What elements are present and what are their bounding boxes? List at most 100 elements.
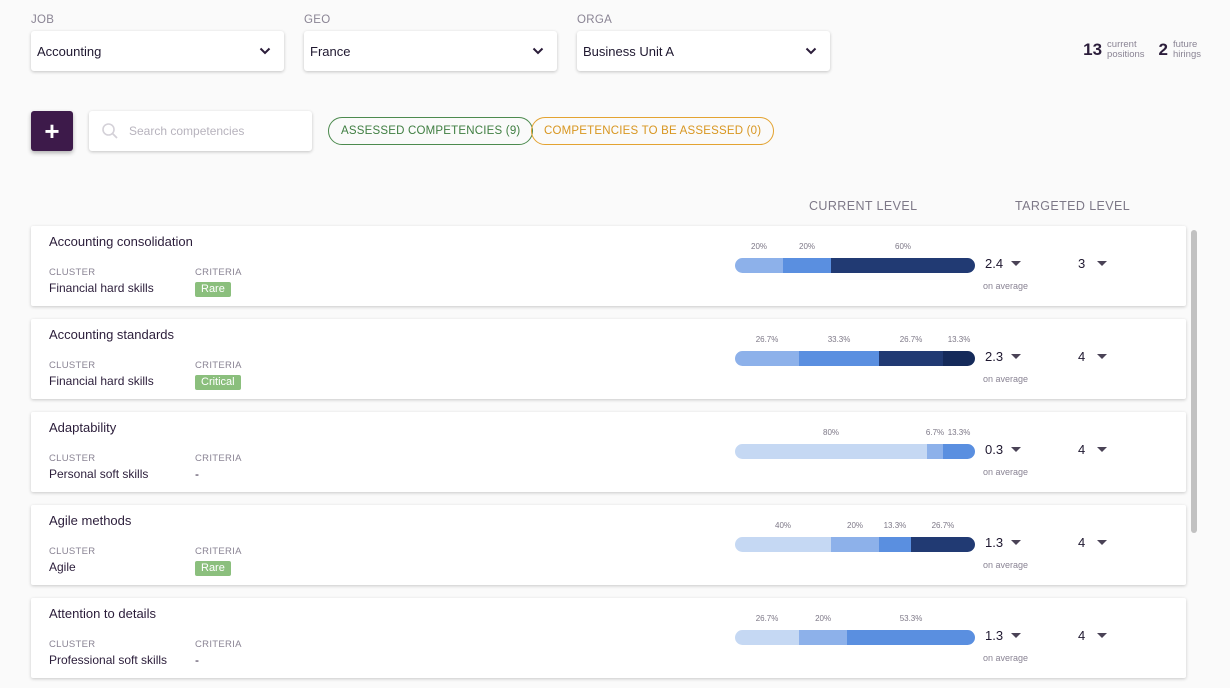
average-caption: on average [983, 653, 1029, 663]
chevron-down-icon [258, 44, 272, 58]
level-distribution-bar: 26.7% 20% 53.3% [735, 614, 975, 645]
segment-percent-label: 13.3% [947, 428, 971, 437]
segment-percent-label: 26.7% [755, 335, 779, 344]
criteria-label: CRITERIA [195, 639, 242, 650]
current-level-value: 0.3 [985, 442, 1004, 457]
criteria-value: - [195, 653, 199, 667]
targeted-level-select[interactable]: 4 [1078, 628, 1108, 643]
assessed-competencies-tab[interactable]: ASSESSED COMPETENCIES (9) [328, 117, 534, 145]
current-level-value: 1.3 [985, 628, 1004, 643]
cluster-label: CLUSTER [49, 546, 96, 557]
competency-row[interactable]: Attention to details CLUSTER Professional … [31, 598, 1186, 678]
competency-row[interactable]: Accounting consolidation CLUSTER Financial… [31, 226, 1186, 306]
criteria-badge: Critical [195, 375, 241, 390]
targeted-level-select[interactable]: 3 [1078, 256, 1108, 271]
geo-select[interactable]: France [304, 31, 557, 71]
geo-filter: GEO France [304, 14, 557, 71]
chevron-down-icon [804, 44, 818, 58]
targeted-level-value: 4 [1078, 628, 1086, 643]
cluster-label: CLUSTER [49, 267, 96, 278]
orga-select[interactable]: Business Unit A [577, 31, 830, 71]
level-distribution-bar: 40% 20% 13.3% 26.7% [735, 521, 975, 552]
job-select[interactable]: Accounting [31, 31, 284, 71]
bar-track [735, 258, 975, 273]
bar-segment [847, 630, 975, 645]
segment-percent-label: 40% [774, 521, 792, 530]
competency-row[interactable]: Agile methods CLUSTER Agile CRITERIA Rare 40%… [31, 505, 1186, 585]
to-be-assessed-tab[interactable]: COMPETENCIES TO BE ASSESSED (0) [531, 117, 775, 145]
targeted-level-value: 4 [1078, 535, 1086, 550]
bar-segment [831, 537, 879, 552]
bar-segment [878, 351, 944, 366]
geo-filter-label: GEO [304, 14, 331, 26]
caret-down-icon [1097, 261, 1108, 266]
current-level-select[interactable]: 0.3 [985, 442, 1022, 457]
search-box [89, 111, 312, 151]
current-level-select[interactable]: 2.3 [985, 349, 1022, 364]
cluster-value: Financial hard skills [49, 374, 154, 388]
bar-segment [943, 444, 975, 459]
targeted-level-heading: TARGETED LEVEL [1015, 199, 1131, 213]
average-caption: on average [983, 281, 1029, 291]
targeted-level-select[interactable]: 4 [1078, 442, 1108, 457]
cluster-label: CLUSTER [49, 453, 96, 464]
bar-segment [927, 444, 944, 459]
headcount-stats: 13 current positions 2 future hirings [1069, 40, 1201, 60]
current-positions-line2: positions [1107, 49, 1145, 60]
orga-filter-label: ORGA [577, 14, 613, 26]
current-positions-stat: 13 current positions [1083, 40, 1144, 60]
future-hirings-stat: 2 future hirings [1159, 40, 1201, 60]
current-positions-line1: current [1107, 39, 1137, 50]
segment-percent-label: 60% [894, 242, 912, 251]
bar-track [735, 537, 975, 552]
chevron-down-icon [531, 44, 545, 58]
future-hirings-line2: hirings [1173, 49, 1201, 60]
geo-select-value: France [310, 43, 351, 59]
average-caption: on average [983, 560, 1029, 570]
criteria-label: CRITERIA [195, 360, 242, 371]
criteria-label: CRITERIA [195, 546, 242, 557]
current-level-value: 2.3 [985, 349, 1004, 364]
competency-title: Attention to details [49, 606, 156, 621]
segment-percent-label: 26.7% [899, 335, 923, 344]
bar-segment [879, 537, 911, 552]
current-level-select[interactable]: 2.4 [985, 256, 1022, 271]
average-caption: on average [983, 467, 1029, 477]
caret-down-icon [1097, 354, 1108, 359]
average-caption: on average [983, 374, 1029, 384]
targeted-level-select[interactable]: 4 [1078, 349, 1108, 364]
criteria-label: CRITERIA [195, 453, 242, 464]
segment-percent-label: 20% [815, 614, 832, 623]
competency-row[interactable]: Accounting standards CLUSTER Financial har… [31, 319, 1186, 399]
scrollbar-thumb[interactable] [1191, 230, 1197, 533]
segment-percent-label: 53.3% [899, 614, 923, 623]
targeted-level-select[interactable]: 4 [1078, 535, 1108, 550]
competency-title: Agile methods [49, 513, 132, 528]
segment-percent-label: 6.7% [925, 428, 945, 437]
level-distribution-bar: 20% 20% 60% [735, 242, 975, 273]
job-filter-label: JOB [31, 14, 55, 26]
segment-percent-label: 13.3% [883, 521, 907, 530]
segment-percent-label: 80% [822, 428, 840, 437]
segment-percent-label: 20% [798, 242, 816, 251]
level-distribution-bar: 26.7% 33.3% 26.7% 13.3% [735, 335, 975, 366]
bar-track [735, 351, 975, 366]
bar-segment [783, 258, 831, 273]
targeted-level-value: 3 [1078, 256, 1086, 271]
current-level-select[interactable]: 1.3 [985, 535, 1022, 550]
caret-down-icon [1097, 540, 1108, 545]
current-level-select[interactable]: 1.3 [985, 628, 1022, 643]
search-input[interactable] [129, 124, 299, 138]
competency-title: Adaptability [49, 420, 117, 435]
segment-percent-label: 26.7% [931, 521, 955, 530]
caret-down-icon [1097, 633, 1108, 638]
criteria-badge: Rare [195, 282, 231, 297]
orga-filter: ORGA Business Unit A [577, 14, 830, 71]
add-competency-button[interactable]: + [31, 111, 73, 151]
current-level-heading: CURRENT LEVEL [809, 199, 918, 213]
competency-row[interactable]: Adaptability CLUSTER Personal soft skills C… [31, 412, 1186, 492]
future-hirings-count: 2 [1158, 40, 1168, 59]
bar-segment [910, 537, 975, 552]
bar-segment [799, 630, 848, 645]
